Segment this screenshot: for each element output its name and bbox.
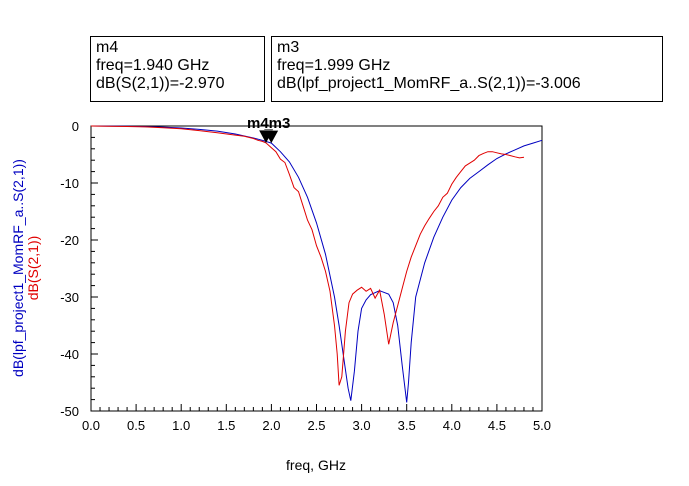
y-tick-label: -10	[60, 176, 79, 191]
marker-group[interactable]: m4̲m3	[247, 115, 290, 144]
x-tick-label: 3.5	[398, 418, 416, 433]
marker-freq: freq=1.940 GHz	[96, 57, 210, 74]
axes: 0.0 0.5 1.0 1.5 2.0 2.5 3.0 3.5 4.0 4.5 5.0 0 -10 -20…	[60, 119, 551, 433]
marker-triangle[interactable]	[264, 130, 279, 144]
x-tick-label: 2.0	[262, 418, 280, 433]
marker-name: m3	[277, 39, 300, 56]
x-tick-label: 5.0	[533, 418, 551, 433]
marker-readout-m4[interactable]: m4 freq=1.940 GHz dB(S(2,1))=-2.970	[90, 36, 265, 102]
y-tick-label: -20	[60, 233, 79, 248]
x-tick-label: 2.5	[307, 418, 325, 433]
y-tick-label: -50	[60, 404, 79, 419]
y-axis-title-blue: dB(lpf_project1_MomRF_a..S(2,1))	[10, 159, 26, 377]
series-group	[90, 125, 543, 403]
y-axis-title-red: dB(S(2,1))	[25, 236, 41, 301]
x-tick-label: 1.5	[217, 418, 235, 433]
plot-frame	[90, 125, 543, 412]
x-tick-label: 0.0	[82, 418, 100, 433]
series-line-red	[90, 125, 525, 386]
x-tick-label: 1.0	[172, 418, 190, 433]
y-tick-label: 0	[72, 119, 79, 134]
marker-overlay-label: m4̲m3	[247, 115, 290, 132]
marker-freq: freq=1.999 GHz	[277, 57, 391, 74]
marker-readout-m3[interactable]: m3 freq=1.999 GHz dB(lpf_project1_MomRF_…	[271, 36, 663, 102]
x-axis-title: freq, GHz	[286, 457, 346, 473]
marker-value: dB(lpf_project1_MomRF_a..S(2,1))=-3.006	[277, 75, 581, 92]
marker-value: dB(S(2,1))=-2.970	[96, 75, 225, 92]
x-tick-label: 4.5	[488, 418, 506, 433]
series-line-blue	[90, 125, 543, 403]
x-tick-label: 0.5	[127, 418, 145, 433]
marker-name: m4	[96, 39, 119, 56]
x-tick-label: 3.0	[353, 418, 371, 433]
y-tick-label: -40	[60, 347, 79, 362]
x-tick-label: 4.0	[443, 418, 461, 433]
y-tick-label: -30	[60, 290, 79, 305]
